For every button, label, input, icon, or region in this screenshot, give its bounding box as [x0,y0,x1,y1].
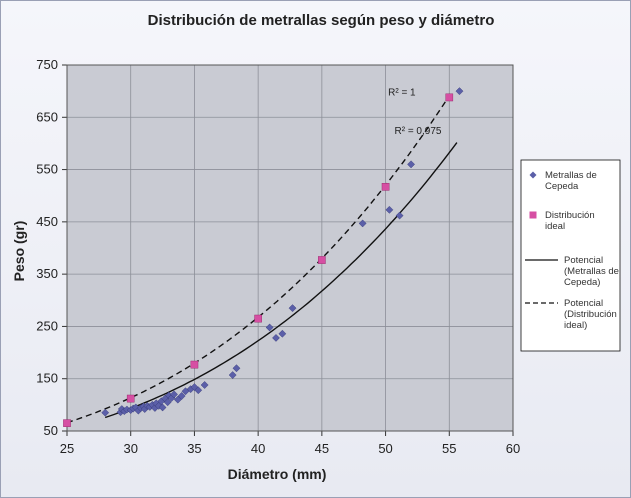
x-tick-label: 35 [187,441,201,456]
x-tick-label: 50 [378,441,392,456]
y-tick-label: 350 [36,266,58,281]
point-distribucion-ideal [126,394,135,403]
x-tick-label: 25 [60,441,74,456]
legend: Metrallas de Cepeda Distribución ideal Poten… [525,170,619,331]
point-metrallas-cepeda [232,364,241,373]
data-points [63,87,464,427]
point-metrallas-cepeda [194,386,203,395]
annotations: R² = 1 R² = 0,975 [388,87,442,137]
point-metrallas-cepeda [228,371,237,379]
x-tick-label: 40 [251,441,265,456]
point-distribucion-ideal [63,419,71,427]
y-tick-label: 50 [44,423,58,438]
legend-entry: Distribución ideal [529,210,595,232]
x-tick-label: 60 [506,441,520,456]
legend-label-line: Potencial [564,298,603,309]
x-tick-label: 45 [315,441,329,456]
point-metrallas-cepeda [163,398,172,407]
x-axis-title: Diámetro (mm) [228,466,327,482]
x-tick-label: 55 [442,441,456,456]
y-tick-label: 550 [36,162,58,177]
legend-label: Potencial (Metrallas de Cepeda) [564,255,619,288]
y-tick-label: 450 [36,214,58,229]
point-metrallas-cepeda [177,392,186,400]
legend-label: Metrallas de Cepeda [545,170,597,192]
legend-diamond-icon [529,171,537,179]
plot-area [67,65,513,431]
point-metrallas-cepeda [190,383,199,391]
y-tick-label: 650 [36,109,58,124]
y-axis-title: Peso (gr) [11,221,27,282]
legend-label-line: (Distribución [564,309,617,320]
point-metrallas-cepeda [455,87,464,96]
point-distribucion-ideal [445,93,454,102]
chart-title: Distribución de metrallas según peso y d… [148,12,495,29]
point-metrallas-cepeda [358,219,367,228]
legend-square-icon [529,211,537,219]
legend-label-line: Metrallas de [545,170,597,181]
x-tick-label: 30 [123,441,137,456]
legend-label-line: ideal [545,221,565,232]
point-metrallas-cepeda [200,381,209,389]
legend-label-line: Cepeda [545,181,579,192]
y-tick-label: 750 [36,57,58,72]
point-metrallas-cepeda [265,323,274,332]
legend-entry: Potencial (Metrallas de Cepeda) [525,255,619,288]
y-tick-label: 250 [36,318,58,333]
legend-box [520,159,621,352]
r-squared-annotation: R² = 1 [388,87,416,98]
point-distribucion-ideal [381,183,390,191]
point-metrallas-cepeda [395,211,404,220]
legend-label: Distribución ideal [545,210,595,232]
point-metrallas-cepeda [288,304,297,313]
point-metrallas-cepeda [170,390,178,399]
legend-label-line: ideal) [564,320,587,331]
point-metrallas-cepeda [101,408,110,417]
point-metrallas-cepeda [385,205,394,214]
legend-label-line: Distribución [545,210,595,221]
point-metrallas-cepeda [278,329,287,338]
point-metrallas-cepeda [158,403,167,412]
point-metrallas-cepeda [272,334,280,342]
point-metrallas-cepeda [407,160,415,169]
legend-label: Potencial (Distribución ideal) [564,298,617,331]
axes: 25 30 35 40 45 50 55 60 50 150 250 350 450 550 650 750 [36,57,520,456]
plot-border [66,64,514,432]
y-tick-label: 150 [36,371,58,386]
legend-entry: Potencial (Distribución ideal) [525,298,617,331]
point-distribucion-ideal [254,314,262,323]
r-squared-annotation: R² = 0,975 [394,126,441,137]
point-distribucion-ideal [318,256,326,264]
legend-label-line: (Metrallas de [564,266,619,277]
legend-label-line: Potencial [564,255,603,266]
legend-entry: Metrallas de Cepeda [529,170,597,192]
grid [66,64,514,432]
point-distribucion-ideal [190,360,199,369]
legend-label-line: Cepeda) [564,277,600,288]
